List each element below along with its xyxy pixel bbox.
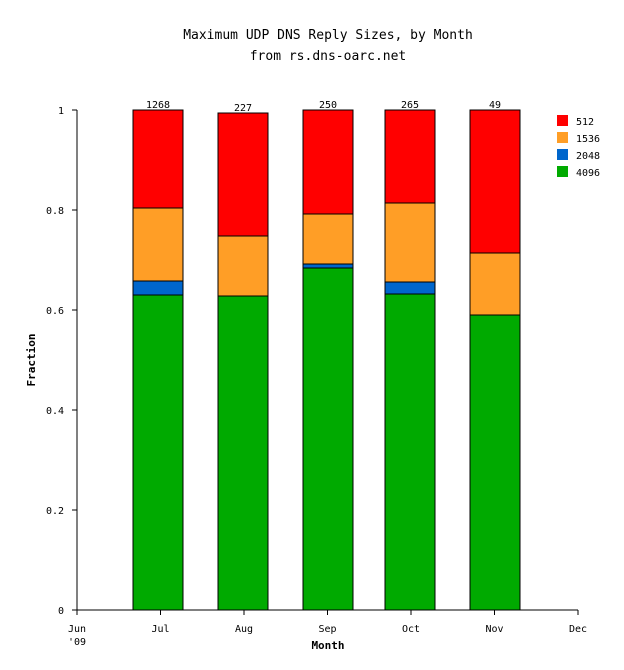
bar-total-label: 265 xyxy=(401,100,419,111)
y-tick-label: 0.4 xyxy=(46,406,64,417)
bar-segment-nov-1536 xyxy=(469,252,521,316)
axes-group xyxy=(72,110,578,611)
bar-segment-nov-512 xyxy=(469,109,521,254)
bar-segment-sep-2048 xyxy=(302,263,354,269)
x-tick-label: Oct xyxy=(402,624,420,635)
bar-segment-jul-1536 xyxy=(132,207,184,282)
legend-swatch-4096 xyxy=(557,166,568,177)
legend-label-2048: 2048 xyxy=(576,151,600,162)
chart-subtitle: from rs.dns-oarc.net xyxy=(250,49,407,64)
bar-segment-sep-1536 xyxy=(302,213,354,265)
bars-group: 1268 227 250 265 49 xyxy=(132,100,521,611)
bar-segment-jul-2048 xyxy=(132,280,184,296)
x-axis-label: Month xyxy=(311,639,344,652)
bar-segment-oct-4096 xyxy=(384,293,436,611)
legend-label-1536: 1536 xyxy=(576,134,600,145)
y-ticks-group: 0 0.2 0.4 0.6 0.8 1 xyxy=(46,106,77,617)
legend: 512 1536 2048 4096 xyxy=(557,115,600,179)
bar-segment-sep-512 xyxy=(302,109,354,215)
bar-segment-sep-4096 xyxy=(302,267,354,611)
x-tick-label: Sep xyxy=(318,624,336,635)
bar-total-label: 49 xyxy=(489,100,501,111)
x-tick-label: Aug xyxy=(235,624,253,635)
bar-total-label: 250 xyxy=(319,100,337,111)
bar-segment-oct-1536 xyxy=(384,202,436,283)
bar-segment-jul-512 xyxy=(132,109,184,209)
bar-segment-nov-4096 xyxy=(469,314,521,611)
x-tick-label: Dec xyxy=(569,624,587,635)
x-tick-label: '09 xyxy=(68,637,86,648)
y-tick-label: 0.6 xyxy=(46,306,64,317)
bar-total-label: 227 xyxy=(234,103,252,114)
legend-swatch-512 xyxy=(557,115,568,126)
y-tick-label: 0.2 xyxy=(46,506,64,517)
x-tick-label: Nov xyxy=(485,624,503,635)
bar-segment-oct-512 xyxy=(384,109,436,204)
chart-title: Maximum UDP DNS Reply Sizes, by Month xyxy=(183,28,473,43)
x-tick-label: Jun xyxy=(68,624,86,635)
bar-segment-aug-1536 xyxy=(217,235,269,297)
y-tick-label: 0.8 xyxy=(46,206,64,217)
y-tick-label: 1 xyxy=(58,106,64,117)
x-tick-label: Jul xyxy=(151,624,169,635)
bar-segment-aug-512 xyxy=(217,112,269,237)
legend-swatch-2048 xyxy=(557,149,568,160)
y-axis-label: Fraction xyxy=(25,334,38,387)
bar-segment-jul-4096 xyxy=(132,294,184,611)
bar-segment-aug-4096 xyxy=(217,295,269,611)
bar-segment-oct-2048 xyxy=(384,281,436,295)
bar-total-label: 1268 xyxy=(146,100,170,111)
x-ticks-group: Jun '09 Jul Aug Sep Oct Nov Dec xyxy=(68,610,587,648)
legend-label-512: 512 xyxy=(576,117,594,128)
legend-label-4096: 4096 xyxy=(576,168,600,179)
y-tick-label: 0 xyxy=(58,606,64,617)
legend-swatch-1536 xyxy=(557,132,568,143)
